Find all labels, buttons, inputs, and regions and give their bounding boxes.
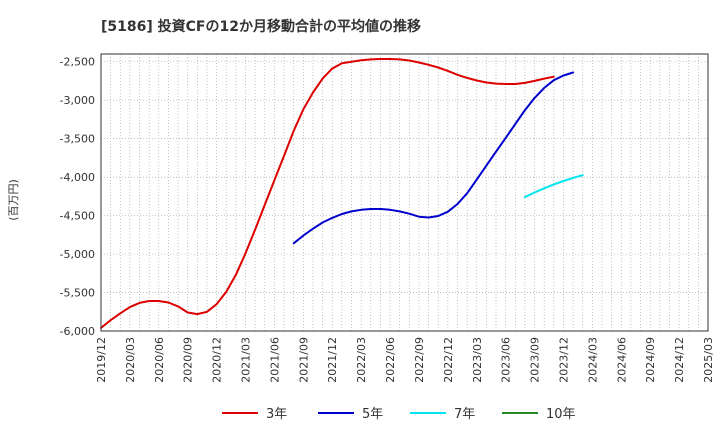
- x-tick-label: 2021/09: [297, 337, 310, 383]
- series-line-2: [292, 71, 575, 245]
- y-tick-label: -4,000: [60, 171, 95, 184]
- legend-label-1: 3年: [266, 407, 287, 422]
- series-line-1: [100, 58, 555, 329]
- x-tick-label: 2024/09: [644, 337, 657, 383]
- x-tick-label: 2020/03: [124, 337, 137, 383]
- x-tick-label: 2024/12: [673, 337, 686, 383]
- x-tick-label: 2024/03: [586, 337, 599, 383]
- series-line-3: [523, 174, 584, 199]
- y-tick-labels: -2,500 -3,000 -3,500 -4,000 -4,500 -5,000 -5,5…: [60, 56, 95, 338]
- y-tick-label: -5,500: [60, 287, 95, 300]
- x-tick-label: 2024/06: [615, 337, 628, 383]
- y-tick-label: -3,000: [60, 94, 95, 107]
- y-tick-label: -3,500: [60, 133, 95, 146]
- y-tick-label: -5,000: [60, 248, 95, 261]
- x-tick-label: 2025/03: [702, 337, 715, 383]
- x-tick-label: 2020/06: [153, 337, 166, 383]
- y-tick-label: -6,000: [60, 325, 95, 338]
- series-layer: [100, 58, 584, 329]
- x-tick-label: 2023/09: [529, 337, 542, 383]
- x-tick-label: 2021/03: [240, 337, 253, 383]
- x-tick-label: 2020/09: [182, 337, 195, 383]
- y-tick-label: -2,500: [60, 56, 95, 69]
- y-axis-label: (百万円): [7, 179, 20, 221]
- x-tick-label: 2022/06: [384, 337, 397, 383]
- chart-title: [5186] 投資CFの12か月移動合計の平均値の推移: [101, 18, 421, 35]
- legend: 3年 5年 7年 10年: [222, 407, 576, 422]
- x-tick-labels: 2019/12 2020/03 2020/06 2020/09 2020/12 2021/…: [95, 337, 715, 383]
- x-tick-label: 2021/12: [326, 337, 339, 383]
- x-tick-label: 2023/12: [557, 337, 570, 383]
- legend-label-2: 5年: [362, 407, 383, 422]
- x-tick-label: 2022/09: [413, 337, 426, 383]
- grid-layer: [100, 54, 709, 332]
- x-tick-label: 2023/06: [500, 337, 513, 383]
- x-tick-label: 2019/12: [95, 337, 108, 383]
- plot-frame: [100, 53, 709, 332]
- x-tick-label: 2023/03: [471, 337, 484, 383]
- y-tick-label: -4,500: [60, 210, 95, 223]
- legend-label-3: 7年: [454, 407, 475, 422]
- x-tick-label: 2021/06: [268, 337, 281, 383]
- legend-label-4: 10年: [546, 407, 576, 422]
- x-tick-label: 2020/12: [211, 337, 224, 383]
- x-tick-label: 2022/12: [442, 337, 455, 383]
- x-tick-label: 2022/03: [355, 337, 368, 383]
